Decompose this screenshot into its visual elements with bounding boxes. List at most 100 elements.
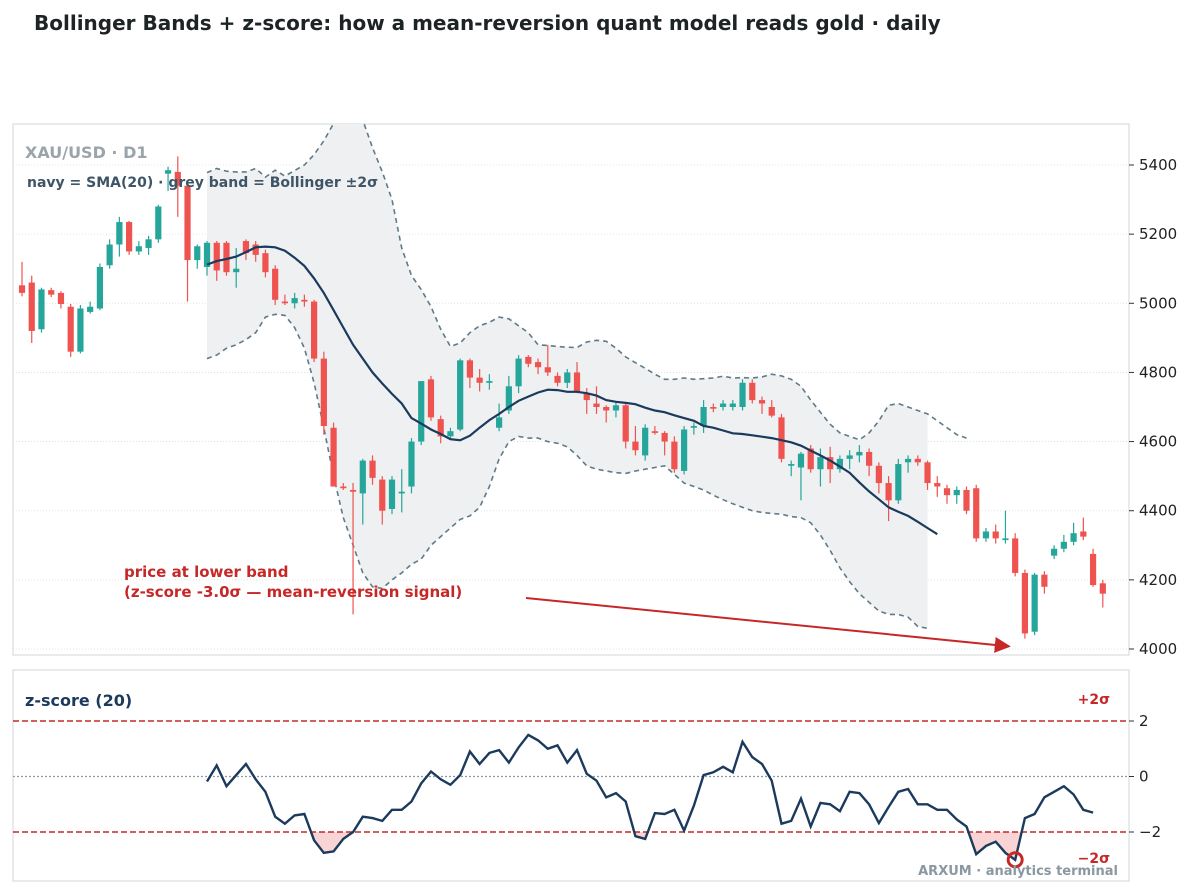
zscore-tick-label: −2 (1139, 823, 1161, 841)
zscore-line (205, 733, 1094, 862)
candle-body (388, 479, 396, 509)
price-panel: 4000 4200 4400 4600 4800 5000 5200 5400 XAU/USD… (12, 123, 1177, 658)
candle-body (904, 458, 912, 463)
candle-body (155, 206, 162, 240)
candle-body (126, 222, 133, 252)
candle-body (544, 367, 551, 373)
candle-body (486, 381, 493, 383)
candle-body (496, 417, 503, 428)
candle-body (398, 491, 405, 494)
zscore-panel: −2 0 2 z-score (20) +2σ −2σ ARXUM · analyt… (12, 669, 1161, 882)
candle-body (603, 407, 610, 411)
candle-body (466, 360, 474, 378)
zscore-extreme-fill (968, 832, 1022, 860)
price-tick-label: 4000 (1139, 640, 1177, 658)
candle-body (18, 285, 26, 293)
candle-body (642, 427, 649, 456)
candle-body (242, 241, 250, 254)
price-tick-label: 4200 (1139, 571, 1177, 589)
candle-body (96, 266, 103, 309)
candle-body (184, 185, 191, 261)
candle-body (729, 403, 736, 407)
candle-body (866, 451, 873, 466)
candle-body (632, 441, 639, 451)
candle-body (661, 432, 668, 442)
candle-body (788, 464, 795, 466)
candle-body (690, 426, 697, 428)
candle-body (77, 308, 84, 352)
candle-body (924, 462, 931, 484)
candle-body (223, 242, 230, 273)
candle-body (1051, 548, 1058, 556)
candle-body (174, 171, 181, 186)
chart-title: Bollinger Bands + z-score: how a mean-re… (34, 11, 941, 35)
candle-body (953, 489, 960, 496)
candle-body (875, 465, 882, 484)
candle-body (583, 393, 590, 401)
candle-body (203, 242, 211, 267)
candle-body (87, 306, 94, 312)
candle-body (817, 457, 824, 470)
candle-body (564, 372, 571, 383)
candle-body (213, 242, 220, 271)
candle-body (534, 362, 542, 368)
candle-body (1099, 583, 1106, 594)
candle-body (437, 419, 444, 437)
candle-body (233, 268, 240, 273)
candle-body (379, 479, 386, 511)
candle-body (330, 427, 337, 487)
price-tick-label: 5000 (1139, 294, 1177, 312)
candle-body (963, 489, 970, 511)
zscore-panel-frame (12, 669, 1130, 882)
candle-body (349, 489, 357, 492)
candle-body (67, 306, 74, 352)
candle-body (885, 483, 892, 501)
candle-body (651, 431, 659, 433)
candle-body (28, 282, 35, 331)
candle-body (164, 170, 172, 174)
candle-body (914, 458, 921, 463)
candle-body (797, 453, 805, 468)
candle-body (301, 299, 308, 302)
candle-body (447, 431, 454, 437)
zscore-label: z-score (20) (25, 691, 132, 710)
candle-body (836, 458, 844, 470)
zscore-y-axis: −2 0 2 (1129, 712, 1161, 841)
bollinger-upper-band (206, 124, 967, 441)
candle-body (982, 531, 990, 539)
candle-body (48, 290, 55, 295)
price-y-axis: 4000 4200 4400 4600 4800 5000 5200 5400 (1129, 156, 1177, 658)
annotation-line-1: price at lower band (124, 563, 288, 581)
candle-body (1089, 553, 1097, 586)
candle-body (311, 301, 318, 359)
candle-body (38, 289, 45, 330)
candle-body (827, 457, 834, 470)
candle-body (418, 381, 425, 442)
candle-body (973, 488, 980, 539)
candle-body (320, 358, 327, 427)
candle-body (768, 407, 775, 416)
candle-body (340, 486, 347, 489)
price-tick-label: 4800 (1139, 363, 1177, 381)
candle-body (846, 455, 853, 459)
legend-text: navy = SMA(20) · grey band = Bollinger ±… (27, 175, 378, 191)
candlesticks (18, 156, 1106, 639)
candle-body (1080, 531, 1087, 537)
candle-body (992, 531, 999, 539)
minus-2-sigma-label: −2σ (1078, 851, 1110, 867)
annotation-arrow (525, 597, 1011, 653)
candle-body (856, 451, 863, 456)
price-tick-label: 5200 (1139, 225, 1177, 243)
price-tick-label: 4400 (1139, 502, 1177, 520)
zscore-extreme-fill (311, 832, 354, 853)
candle-body (943, 488, 951, 496)
candle-body (710, 407, 717, 409)
candle-body (1060, 541, 1067, 549)
candle-body (408, 441, 415, 487)
candle-body (116, 222, 123, 245)
candle-body (194, 246, 201, 261)
zscore-tick-label: 2 (1139, 712, 1149, 730)
candle-body (291, 298, 298, 304)
price-tick-label: 4600 (1139, 433, 1177, 451)
